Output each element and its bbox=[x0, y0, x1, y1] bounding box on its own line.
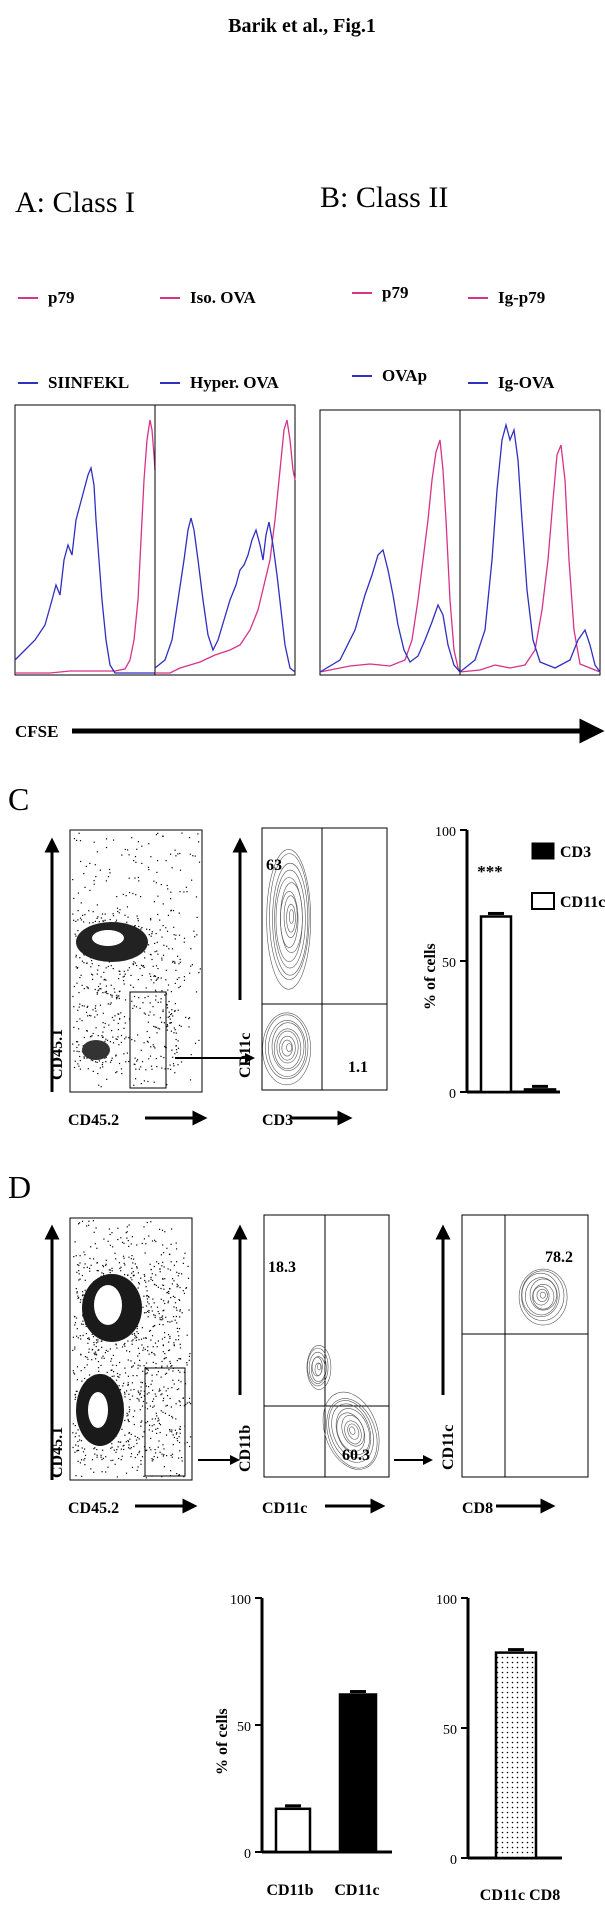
legend-a3-iso-ova: Iso. OVA bbox=[190, 288, 257, 307]
panel-a-label: A: Class I bbox=[15, 186, 135, 219]
bar-d1-cd11c bbox=[338, 1693, 378, 1854]
dotplot-c-ylabel: CD45.1 bbox=[49, 1029, 66, 1080]
legend-b3-ig-p79: Ig-p79 bbox=[498, 288, 545, 307]
dotplot-c-xlabel: CD45.2 bbox=[68, 1112, 119, 1129]
barchart-d1 bbox=[255, 1597, 392, 1854]
barchart-c-tick-0: 0 bbox=[449, 1087, 456, 1102]
barchart-d2-tick-0: 0 bbox=[450, 1853, 457, 1868]
contour-c-ylabel: CD11c bbox=[237, 1033, 254, 1078]
cfse-label: CFSE bbox=[15, 722, 58, 741]
panel-d-label: D bbox=[8, 1169, 31, 1205]
barchart-d2-tick-100: 100 bbox=[436, 1593, 457, 1608]
barchart-d1-tick-100: 100 bbox=[230, 1593, 251, 1608]
histogram-a-left bbox=[14, 404, 156, 676]
contour-d1-q-ul: 18.3 bbox=[268, 1259, 296, 1276]
contour-c-xlabel: CD3 bbox=[262, 1112, 293, 1129]
barchart-d1-tick-50: 50 bbox=[237, 1720, 251, 1735]
dotplot-d-xlabel: CD45.2 bbox=[68, 1500, 119, 1517]
barchart-d2-tick-50: 50 bbox=[443, 1723, 457, 1738]
barchart-d1-cat-cd11b: CD11b bbox=[266, 1882, 313, 1899]
bar-c-cd3 bbox=[523, 1088, 557, 1094]
contour-c-q-lr: 1.1 bbox=[348, 1059, 368, 1076]
legend-a4-hyper-ova: Hyper. OVA bbox=[190, 373, 280, 392]
histogram-a-right bbox=[154, 404, 296, 676]
legend-swatch-cd3 bbox=[531, 842, 555, 860]
legend-swatch-cd11c bbox=[531, 892, 555, 910]
barchart-c-tick-50: 50 bbox=[442, 956, 456, 971]
contour-d1 bbox=[263, 1214, 390, 1478]
barchart-c-ylabel: % of cells bbox=[422, 943, 439, 1010]
panel-c-label: C bbox=[8, 781, 29, 817]
barchart-c-sig: *** bbox=[477, 862, 503, 881]
barchart-d2 bbox=[461, 1597, 562, 1860]
dotplot-d-ylabel: CD45.1 bbox=[49, 1427, 66, 1478]
histogram-b-left bbox=[319, 409, 461, 676]
contour-d1-xlabel: CD11c bbox=[262, 1500, 307, 1517]
contour-c-q-ul: 63 bbox=[266, 857, 282, 874]
legend-cd11c: CD11c bbox=[560, 894, 605, 911]
legend-a1-p79: p79 bbox=[48, 288, 74, 307]
legend-cd3: CD3 bbox=[560, 844, 591, 861]
contour-d2-q-ur: 78.2 bbox=[545, 1249, 573, 1266]
legend-a2-siinfekl: SIINFEKL bbox=[48, 373, 129, 392]
contour-d2-xlabel: CD8 bbox=[462, 1500, 493, 1517]
contour-d1-q-lr: 60.3 bbox=[342, 1447, 370, 1464]
dotplot-c bbox=[69, 829, 203, 1093]
barchart-c bbox=[460, 829, 560, 1094]
dotplot-d bbox=[69, 1217, 193, 1481]
contour-d2 bbox=[461, 1214, 589, 1478]
contour-d1-ylabel: CD11b bbox=[237, 1425, 254, 1472]
contour-d2-ylabel: CD11c bbox=[440, 1425, 457, 1470]
legend-b1-p79: p79 bbox=[382, 283, 408, 302]
legend-b2-ovap: OVAp bbox=[382, 366, 427, 385]
barchart-d2-cat-cd11c-cd8: CD11c CD8 bbox=[480, 1887, 560, 1904]
barchart-d1-tick-0: 0 bbox=[244, 1847, 251, 1862]
barchart-d1-ylabel: % of cells bbox=[214, 1708, 231, 1775]
legend-b4-ig-ova: Ig-OVA bbox=[498, 373, 555, 392]
bar-c-cd11c bbox=[479, 915, 513, 1094]
barchart-c-tick-100: 100 bbox=[435, 825, 456, 840]
bar-d2-cd11c-cd8 bbox=[494, 1651, 538, 1860]
histogram-b-right bbox=[459, 409, 601, 676]
panel-b-label: B: Class II bbox=[320, 181, 448, 214]
contour-c bbox=[261, 827, 388, 1091]
bar-d1-cd11b bbox=[274, 1807, 312, 1854]
barchart-d1-cat-cd11c: CD11c bbox=[334, 1882, 379, 1899]
figure-title: Barik et al., Fig.1 bbox=[228, 15, 376, 37]
